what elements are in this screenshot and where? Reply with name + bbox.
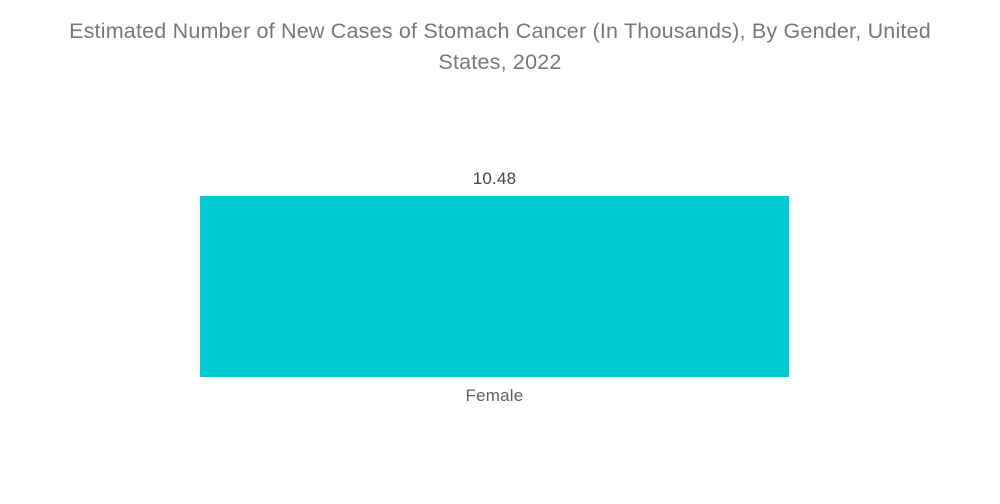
plot-area: 10.48: [200, 152, 789, 377]
bar-female: [200, 196, 789, 377]
bar-value-label: 10.48: [472, 169, 517, 188]
chart-title: Estimated Number of New Cases of Stomach…: [69, 19, 931, 74]
category-label-female: Female: [465, 386, 524, 405]
